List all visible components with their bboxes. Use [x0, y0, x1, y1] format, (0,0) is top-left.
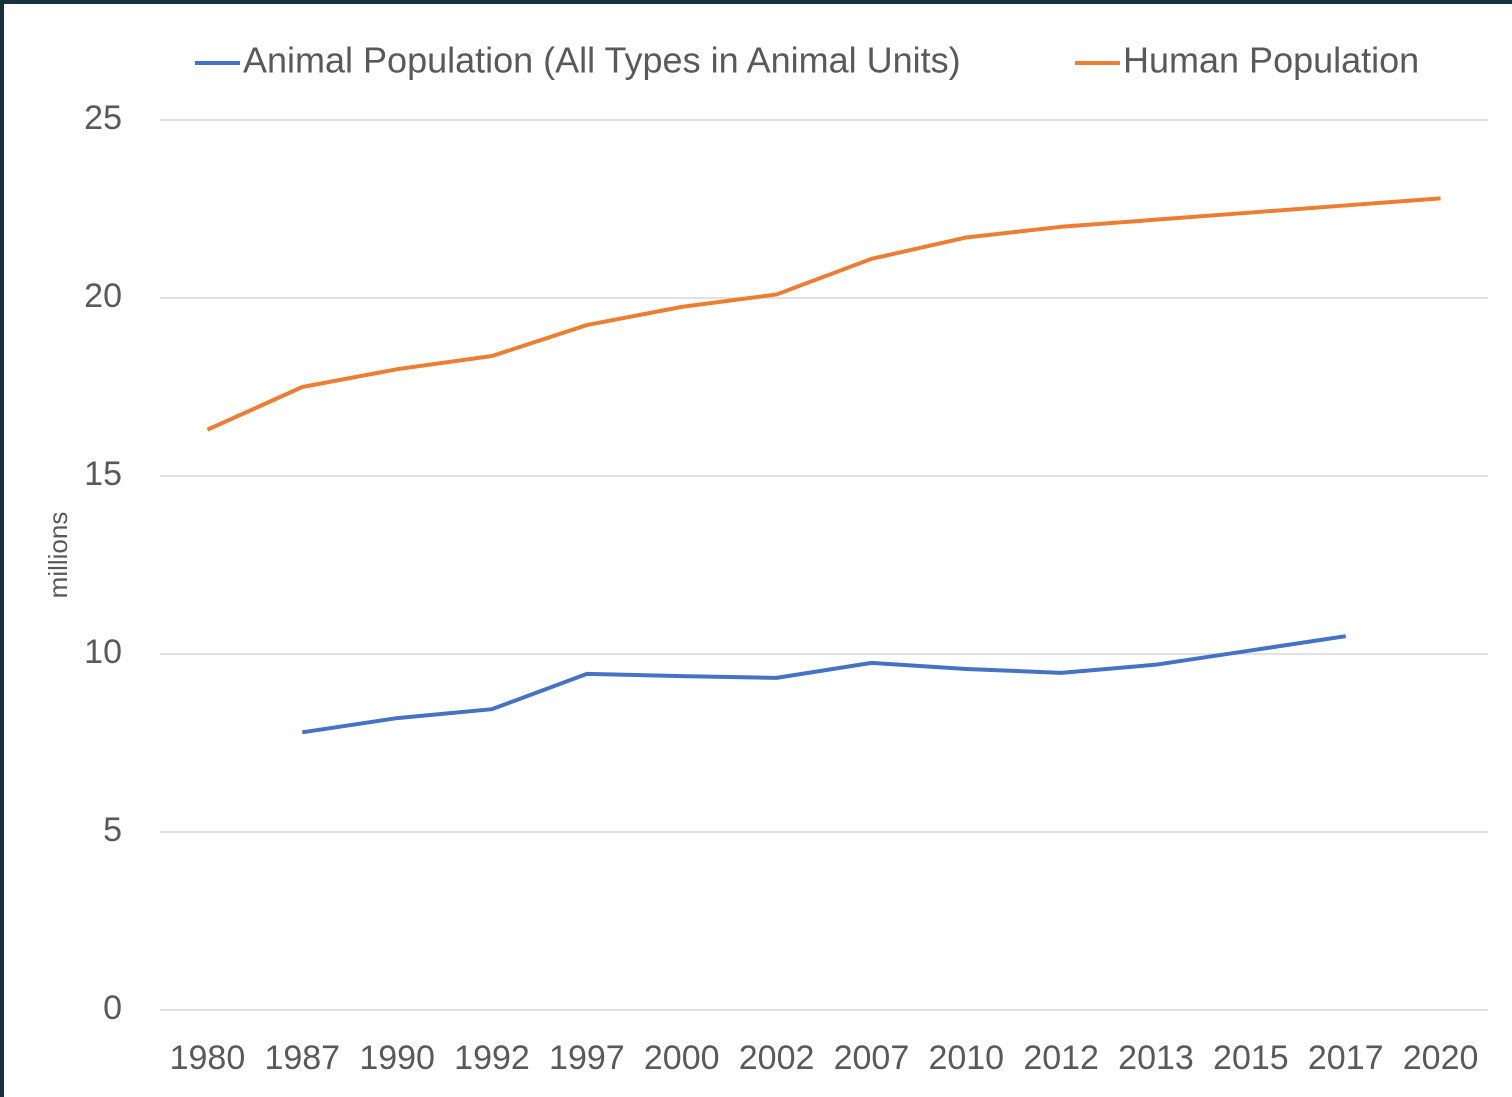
x-tick-label: 2012 — [1023, 1039, 1099, 1077]
y-tick-label: 0 — [103, 989, 122, 1027]
series-line — [301, 634, 1347, 735]
y-axis-label: millions — [43, 512, 73, 599]
x-tick-label: 2013 — [1118, 1039, 1194, 1077]
x-tick-label: 2017 — [1308, 1039, 1384, 1077]
y-tick-label: 20 — [84, 277, 122, 315]
y-tick-label: 15 — [84, 455, 122, 493]
x-tick-label: 2020 — [1403, 1039, 1479, 1077]
x-tick-label: 2010 — [928, 1039, 1004, 1077]
x-tick-label: 2015 — [1213, 1039, 1289, 1077]
x-tick-label: 2002 — [739, 1039, 815, 1077]
series-line — [206, 196, 1441, 432]
y-tick-label: 10 — [84, 633, 122, 671]
x-tick-label: 1987 — [264, 1039, 340, 1077]
legend-label: Animal Population (All Types in Animal U… — [243, 40, 961, 81]
legend-label: Human Population — [1123, 40, 1419, 81]
x-tick-label: 1997 — [549, 1039, 625, 1077]
x-tick-label: 1990 — [359, 1039, 435, 1077]
x-tick-label: 2007 — [834, 1039, 910, 1077]
x-tick-label: 1992 — [454, 1039, 530, 1077]
y-tick-label: 25 — [84, 99, 122, 137]
x-tick-label: 1980 — [170, 1039, 246, 1077]
y-tick-label: 5 — [103, 811, 122, 849]
x-tick-label: 2000 — [644, 1039, 720, 1077]
